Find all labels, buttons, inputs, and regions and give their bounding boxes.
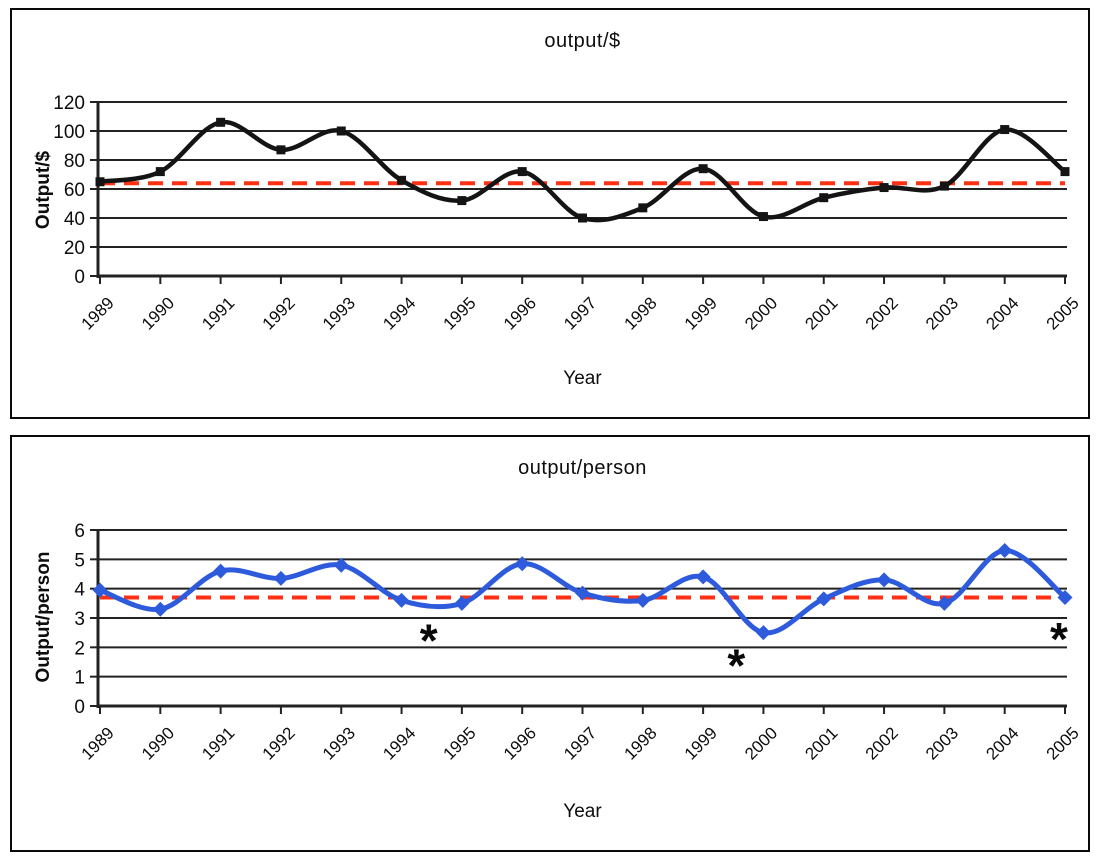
data-point-2005 <box>1057 589 1073 605</box>
data-point-1993 <box>336 126 346 136</box>
data-point-1989 <box>92 582 108 598</box>
x-tick-label: 1995 <box>440 723 480 763</box>
x-axis-title: Year <box>563 368 602 389</box>
x-tick-label: 1997 <box>560 723 600 763</box>
data-point-2005 <box>1060 167 1070 177</box>
x-tick-label: 1998 <box>620 293 660 333</box>
significance-asterisk: * <box>420 615 438 667</box>
y-axis-title: Output/$ <box>33 150 54 230</box>
data-point-1993 <box>333 557 349 573</box>
data-point-1992 <box>273 570 289 586</box>
x-tick-label: 2003 <box>922 293 962 333</box>
data-point-1998 <box>635 592 651 608</box>
y-tick-label: 20 <box>64 238 85 259</box>
output-per-person-chart: 0 1 2 3 4 5 6 1989 1990 1991 1992 1993 1994 1995 1996 1… <box>74 521 1083 764</box>
x-tick-label: 1999 <box>681 293 721 333</box>
y-tick-label: 4 <box>74 580 85 601</box>
data-point-1991 <box>216 117 226 127</box>
x-tick-label: 2000 <box>741 293 781 333</box>
x-tick-label: 1994 <box>379 723 419 763</box>
x-tick-label: 1993 <box>319 293 359 333</box>
x-tick-label: 2002 <box>862 723 902 763</box>
x-tick-label: 1990 <box>138 293 178 333</box>
data-point-1989 <box>95 177 105 187</box>
y-tick-label: 80 <box>64 151 85 172</box>
y-tick-label: 120 <box>53 93 85 114</box>
x-axis-title: Year <box>563 801 602 822</box>
data-point-2000 <box>758 212 768 222</box>
data-point-1999 <box>698 164 708 174</box>
x-tick-label: 1998 <box>620 723 660 763</box>
data-point-1992 <box>276 145 286 155</box>
data-point-1995 <box>454 595 470 611</box>
output-per-person-panel: 0 1 2 3 4 5 6 1989 1990 1991 1992 1993 1994 1995 1996 1… <box>10 435 1090 852</box>
x-tick-label: 2004 <box>982 293 1022 333</box>
x-tick-label: 1989 <box>78 723 118 763</box>
data-point-2004 <box>997 543 1013 559</box>
data-point-2004 <box>1000 125 1010 135</box>
x-tick-label: 2005 <box>1043 723 1083 763</box>
y-tick-label: 3 <box>74 609 85 630</box>
x-tick-label: 2004 <box>982 723 1022 763</box>
chart-title: output/person <box>518 457 647 479</box>
y-tick-label: 1 <box>74 668 85 689</box>
data-point-1998 <box>638 203 648 213</box>
y-tick-label: 2 <box>74 638 85 659</box>
x-tick-label: 1995 <box>440 293 480 333</box>
x-tick-label: 1992 <box>259 293 299 333</box>
y-tick-label: 60 <box>64 180 85 201</box>
data-point-1995 <box>457 196 467 206</box>
data-point-2001 <box>816 591 832 607</box>
y-tick-label: 6 <box>74 521 85 542</box>
x-tick-label: 1989 <box>78 293 118 333</box>
data-point-1990 <box>152 601 168 617</box>
data-point-2000 <box>755 625 771 641</box>
data-point-2001 <box>819 193 829 203</box>
data-point-1994 <box>397 175 407 185</box>
x-tick-label: 1997 <box>560 293 600 333</box>
data-point-1999 <box>695 569 711 585</box>
data-point-1997 <box>575 585 590 601</box>
x-tick-label: 1991 <box>198 723 238 763</box>
x-tick-label: 2002 <box>862 293 902 333</box>
series-line <box>97 119 1068 223</box>
data-point-1996 <box>514 556 530 572</box>
x-tick-label: 1992 <box>259 723 299 763</box>
x-tick-label: 1991 <box>198 293 238 333</box>
x-tick-label: 1996 <box>500 293 540 333</box>
x-tick-label: 1999 <box>681 723 721 763</box>
x-tick-label: 1996 <box>500 723 540 763</box>
x-tick-label: 1990 <box>138 723 178 763</box>
data-point-2003 <box>939 181 949 191</box>
x-tick-label: 2001 <box>801 723 841 763</box>
x-tick-label: 2003 <box>922 723 962 763</box>
data-point-2003 <box>936 595 952 611</box>
data-point-1996 <box>517 167 527 177</box>
y-axis-title: Output/person <box>33 551 54 683</box>
data-point-1997 <box>578 213 587 223</box>
y-tick-label: 5 <box>74 550 85 571</box>
x-tick-label: 1993 <box>319 723 359 763</box>
y-tick-label: 0 <box>74 267 85 288</box>
significance-asterisk: * <box>727 640 745 692</box>
y-tick-label: 0 <box>74 697 85 718</box>
output-per-dollar-panel: 0 20 40 60 80 100 120 1989 1990 1991 1992 1993 1994 1… <box>10 8 1090 419</box>
y-tick-label: 40 <box>64 209 85 230</box>
x-tick-label: 2000 <box>741 723 781 763</box>
data-point-2002 <box>876 572 892 588</box>
data-point-1994 <box>394 592 410 608</box>
data-point-1990 <box>155 167 165 177</box>
data-point-2002 <box>879 183 889 193</box>
x-tick-label: 2001 <box>801 293 841 333</box>
output-per-dollar-chart: 0 20 40 60 80 100 120 1989 1990 1991 1992 1993 1994 1… <box>53 93 1083 334</box>
significance-asterisk: * <box>1050 613 1068 665</box>
chart-title: output/$ <box>544 30 621 52</box>
x-tick-label: 1994 <box>379 293 419 333</box>
data-point-1991 <box>213 563 229 579</box>
x-tick-label: 2005 <box>1043 293 1083 333</box>
y-tick-label: 100 <box>53 122 85 143</box>
